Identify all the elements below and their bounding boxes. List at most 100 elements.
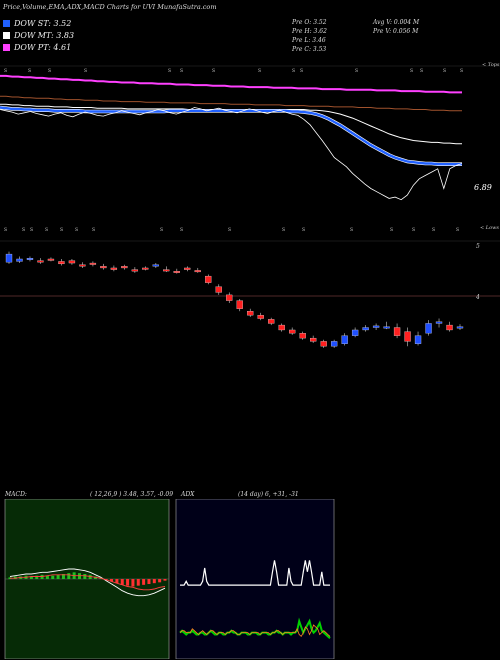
adx-lines (179, 560, 331, 640)
candle-body (226, 294, 233, 301)
adx-chart (175, 499, 335, 659)
bottom-marker: S (302, 227, 305, 233)
top-marker: S (84, 68, 87, 74)
bottom-marker: S (282, 227, 285, 233)
macd-hist-bar (142, 579, 146, 585)
candle-body (184, 267, 191, 270)
legend-item-dow-st: DOW ST: 3.52 (3, 19, 71, 28)
macd-hist-bar (136, 579, 140, 586)
candle-body (152, 264, 159, 267)
bottom-marker: S (22, 227, 25, 233)
bottom-marker: S (412, 227, 415, 233)
macd-hist-bar (56, 574, 60, 579)
stat-prev-close: Pre C: 3.53 (292, 46, 327, 53)
candle-body (372, 325, 380, 328)
candle-body (47, 258, 55, 261)
candle-body (404, 331, 411, 342)
candle-body (268, 319, 275, 324)
macd-hist-bar (67, 573, 71, 579)
macd-hist-bar (29, 576, 33, 579)
candle-body (383, 326, 390, 329)
bottom-marker: S (180, 227, 183, 233)
top-marker: S (443, 68, 446, 74)
candle-axis-label-mid: 4 (475, 294, 480, 301)
candle-body (456, 326, 464, 329)
candle-body (299, 333, 306, 339)
legend-label-pt: DOW PT: 4.61 (14, 43, 72, 52)
macd-hist-bar (152, 579, 156, 584)
bottom-marker: S (45, 227, 48, 233)
macd-hist-bar (147, 579, 151, 584)
macd-hist-bar (115, 579, 119, 584)
candle-body (5, 253, 13, 263)
bottom-marker: S (30, 227, 33, 233)
legend-swatch-mt (3, 32, 10, 39)
macd-hist-bar (126, 579, 130, 586)
top-marker: S (28, 68, 31, 74)
macd-title: MACD: (5, 491, 27, 498)
bottom-marker: S (75, 227, 78, 233)
candle-body (351, 329, 359, 336)
macd-hist-bar (83, 574, 87, 579)
macd-line-1 (10, 574, 166, 591)
top-marker: S (4, 68, 7, 74)
legend-item-dow-pt: DOW PT: 4.61 (3, 43, 71, 52)
candle-body (26, 258, 34, 260)
price-label: 6.89 (474, 183, 492, 192)
stat-prev-volume: Pre V: 0.056 M (373, 28, 419, 35)
tops-label: < Tops (482, 62, 500, 68)
candle-body (247, 311, 254, 316)
candle-body (446, 324, 453, 331)
top-marker: S (180, 68, 183, 74)
legend-swatch-pt (3, 44, 10, 51)
stat-avg-volume: Avg V: 0.004 M (373, 19, 420, 26)
candle-body (425, 323, 432, 334)
top-marker: S (48, 68, 51, 74)
candle-body (142, 267, 149, 270)
candle-body (121, 266, 128, 269)
candle-body (79, 264, 86, 267)
candle-axis-label-top: 5 (476, 243, 480, 250)
candle-body (330, 341, 338, 347)
legend-swatch-st (3, 20, 10, 27)
bottom-marker: S (456, 227, 459, 233)
macd-hist-bar (120, 579, 124, 585)
bottom-marker: S (432, 227, 435, 233)
adx-title: ADX (181, 491, 195, 498)
candle-body (173, 271, 180, 273)
candle-body (163, 269, 170, 272)
candlestick-chart: 5 4 (0, 240, 500, 348)
legend-label-mt: DOW MT: 3.83 (14, 31, 75, 40)
adx-panel-background (175, 499, 335, 659)
candle-body (435, 321, 443, 324)
legend-label-st: DOW ST: 3.52 (14, 19, 72, 28)
candle-body (37, 260, 44, 263)
top-marker: S (212, 68, 215, 74)
top-marker: S (168, 68, 171, 74)
candle-body (215, 286, 222, 293)
legend-item-dow-mt: DOW MT: 3.83 (3, 31, 74, 40)
bottom-marker: S (350, 227, 353, 233)
macd-hist-bar (158, 579, 162, 583)
macd-hist-bar (163, 579, 167, 581)
top-marker: S (258, 68, 261, 74)
top-marker: S (300, 68, 303, 74)
top-marker: S (460, 68, 463, 74)
adx-line-2 (179, 624, 331, 638)
top-marker: S (292, 68, 295, 74)
top-marker: S (355, 68, 358, 74)
candle-body (110, 267, 118, 270)
series-line-4 (0, 107, 463, 201)
bottom-marker: S (60, 227, 63, 233)
candle-body (362, 327, 369, 331)
macd-hist-bar (51, 575, 55, 579)
candle-body (16, 258, 23, 262)
candle-body (257, 315, 264, 319)
stat-prev-high: Pre H: 3.62 (292, 28, 327, 35)
stat-prev-open: Pre O: 3.52 (292, 19, 327, 26)
bottom-marker: S (92, 227, 95, 233)
candle-body (393, 327, 401, 336)
